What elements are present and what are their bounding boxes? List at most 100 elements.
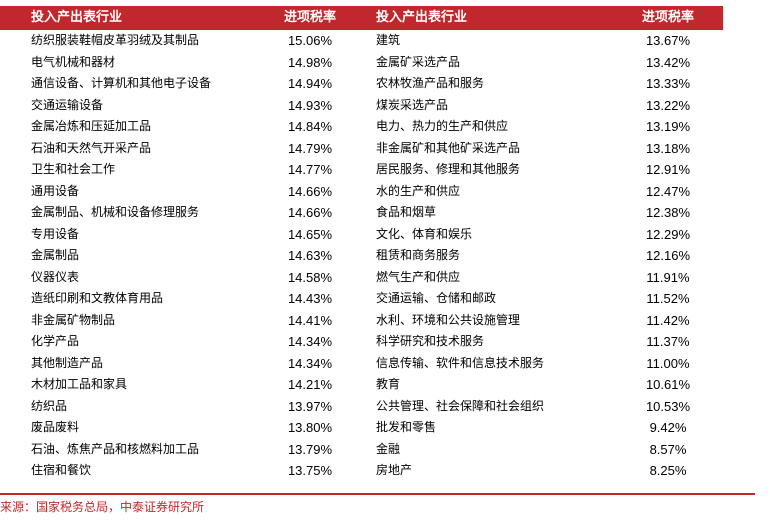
rate-right: 13.19% [645,119,691,134]
rate-right: 13.18% [645,140,691,156]
industry-right: 信息传输、软件和信息技术服务 [376,355,545,370]
rate-left: 14.66% [287,183,333,199]
rate-left: 15.06% [287,33,333,48]
table-row: 石油和天然气开采产品 14.79% 非金属矿和其他矿采选产品 13.18% [0,138,723,160]
rate-left: 14.21% [287,377,333,392]
table-row: 非金属矿物制品 14.41% 水利、环境和公共设施管理 11.42% [0,310,723,332]
industry-right: 电力、热力的生产和供应 [376,119,509,133]
rate-left: 14.93% [287,97,333,113]
rate-right: 8.25% [649,463,687,478]
table-body: 纺织服装鞋帽皮革羽绒及其制品 15.06% 建筑 13.67% 电气机械和器材 14.98… [0,30,723,482]
industry-right: 水的生产和供应 [376,183,461,198]
rate-right: 12.29% [645,226,691,242]
industry-right: 科学研究和技术服务 [376,334,485,348]
table-row: 金属制品、机械和设备修理服务 14.66% 食品和烟草 12.38% [0,202,723,224]
industry-right: 租赁和商务服务 [376,248,461,262]
header-industry-left: 投入产出表行业 [31,10,123,25]
industry-left: 通信设备、计算机和其他电子设备 [31,76,212,90]
table-row: 仪器仪表 14.58% 燃气生产和供应 11.91% [0,267,723,289]
industry-right: 非金属矿和其他矿采选产品 [376,140,521,155]
header-rate-right: 进项税率 [641,10,694,25]
rate-right: 11.42% [646,312,690,328]
rate-right: 13.42% [645,54,691,70]
rate-left: 13.80% [287,420,333,435]
rate-left: 14.94% [287,76,333,91]
industry-right: 房地产 [376,463,413,477]
industry-right: 建筑 [376,33,401,47]
table-row: 金属制品 14.63% 租赁和商务服务 12.16% [0,245,723,267]
table-row: 纺织品 13.97% 公共管理、社会保障和社会组织 10.53% [0,396,723,418]
industry-right: 文化、体育和娱乐 [376,226,473,241]
table-row: 金属冶炼和压延加工品 14.84% 电力、热力的生产和供应 13.19% [0,116,723,138]
industry-right: 交通运输、仓储和邮政 [376,291,497,305]
rate-right: 12.16% [645,248,691,263]
rate-right: 11.52% [646,291,690,306]
rate-left: 14.34% [287,355,333,371]
rate-left: 14.65% [287,226,333,242]
rate-right: 12.38% [645,205,691,220]
rate-right: 12.91% [645,162,691,177]
tax-rate-table: 投入产出表行业 进项税率 投入产出表行业 进项税率 纺织服装鞋帽皮革羽绒及其制品… [0,6,723,482]
rate-left: 14.34% [287,334,333,349]
rate-left: 14.77% [287,162,333,177]
rate-right: 9.42% [649,420,687,435]
industry-left: 石油和天然气开采产品 [31,140,152,155]
rate-right: 13.22% [645,97,691,113]
industry-right: 农林牧渔产品和服务 [376,76,485,90]
rate-right: 10.61% [645,377,691,392]
table-header: 投入产出表行业 进项税率 投入产出表行业 进项税率 [0,6,723,30]
industry-left: 交通运输设备 [31,97,104,112]
table-row: 造纸印刷和文教体育用品 14.43% 交通运输、仓储和邮政 11.52% [0,288,723,310]
industry-left: 化学产品 [31,334,80,348]
rate-right: 13.33% [645,76,691,91]
table-row: 卫生和社会工作 14.77% 居民服务、修理和其他服务 12.91% [0,159,723,181]
rate-left: 14.58% [287,269,333,285]
industry-left: 木材加工品和家具 [31,377,128,391]
industry-right: 批发和零售 [376,420,437,434]
rate-right: 11.37% [646,334,690,349]
footer-divider [0,493,755,495]
rate-left: 13.75% [287,463,333,478]
table-row: 石油、炼焦产品和核燃料加工品 13.79% 金融 8.57% [0,439,723,461]
industry-left: 电气机械和器材 [31,54,116,69]
rate-left: 13.79% [287,441,333,457]
industry-left: 专用设备 [31,226,80,241]
industry-left: 仪器仪表 [31,269,80,284]
table-row: 专用设备 14.65% 文化、体育和娱乐 12.29% [0,224,723,246]
rate-left: 14.98% [287,54,333,70]
industry-left: 非金属矿物制品 [31,312,116,327]
industry-right: 金融 [376,441,401,456]
industry-right: 教育 [376,377,401,391]
rate-right: 12.47% [645,183,691,199]
rate-right: 8.57% [649,441,687,457]
rate-right: 11.00% [646,355,690,371]
industry-left: 住宿和餐饮 [31,463,92,477]
industry-right: 水利、环境和公共设施管理 [376,312,521,327]
rate-left: 14.79% [287,140,333,156]
industry-right: 金属矿采选产品 [376,54,461,69]
rate-right: 11.91% [646,269,690,285]
rate-left: 14.66% [287,205,333,220]
table-row: 废品废料 13.80% 批发和零售 9.42% [0,417,723,439]
industry-left: 造纸印刷和文教体育用品 [31,291,164,305]
source-note: 来源：国家税务总局，中泰证券研究所 [0,500,205,514]
industry-left: 金属冶炼和压延加工品 [31,119,152,133]
table-row: 交通运输设备 14.93% 煤炭采选产品 13.22% [0,95,723,117]
rate-right: 13.67% [645,33,691,48]
table-row: 住宿和餐饮 13.75% 房地产 8.25% [0,460,723,482]
industry-left: 纺织服装鞋帽皮革羽绒及其制品 [31,33,200,47]
table-row: 通信设备、计算机和其他电子设备 14.94% 农林牧渔产品和服务 13.33% [0,73,723,95]
table-row: 通用设备 14.66% 水的生产和供应 12.47% [0,181,723,203]
industry-left: 石油、炼焦产品和核燃料加工品 [31,441,200,456]
industry-left: 纺织品 [31,398,68,413]
industry-right: 公共管理、社会保障和社会组织 [376,398,545,413]
industry-left: 其他制造产品 [31,355,104,370]
industry-left: 金属制品、机械和设备修理服务 [31,205,200,219]
rate-left: 13.97% [287,398,333,414]
rate-left: 14.43% [287,291,333,306]
rate-left: 14.41% [287,312,333,328]
industry-right: 居民服务、修理和其他服务 [376,162,521,176]
industry-left: 废品废料 [31,420,80,434]
table-row: 化学产品 14.34% 科学研究和技术服务 11.37% [0,331,723,353]
table-row: 电气机械和器材 14.98% 金属矿采选产品 13.42% [0,52,723,74]
